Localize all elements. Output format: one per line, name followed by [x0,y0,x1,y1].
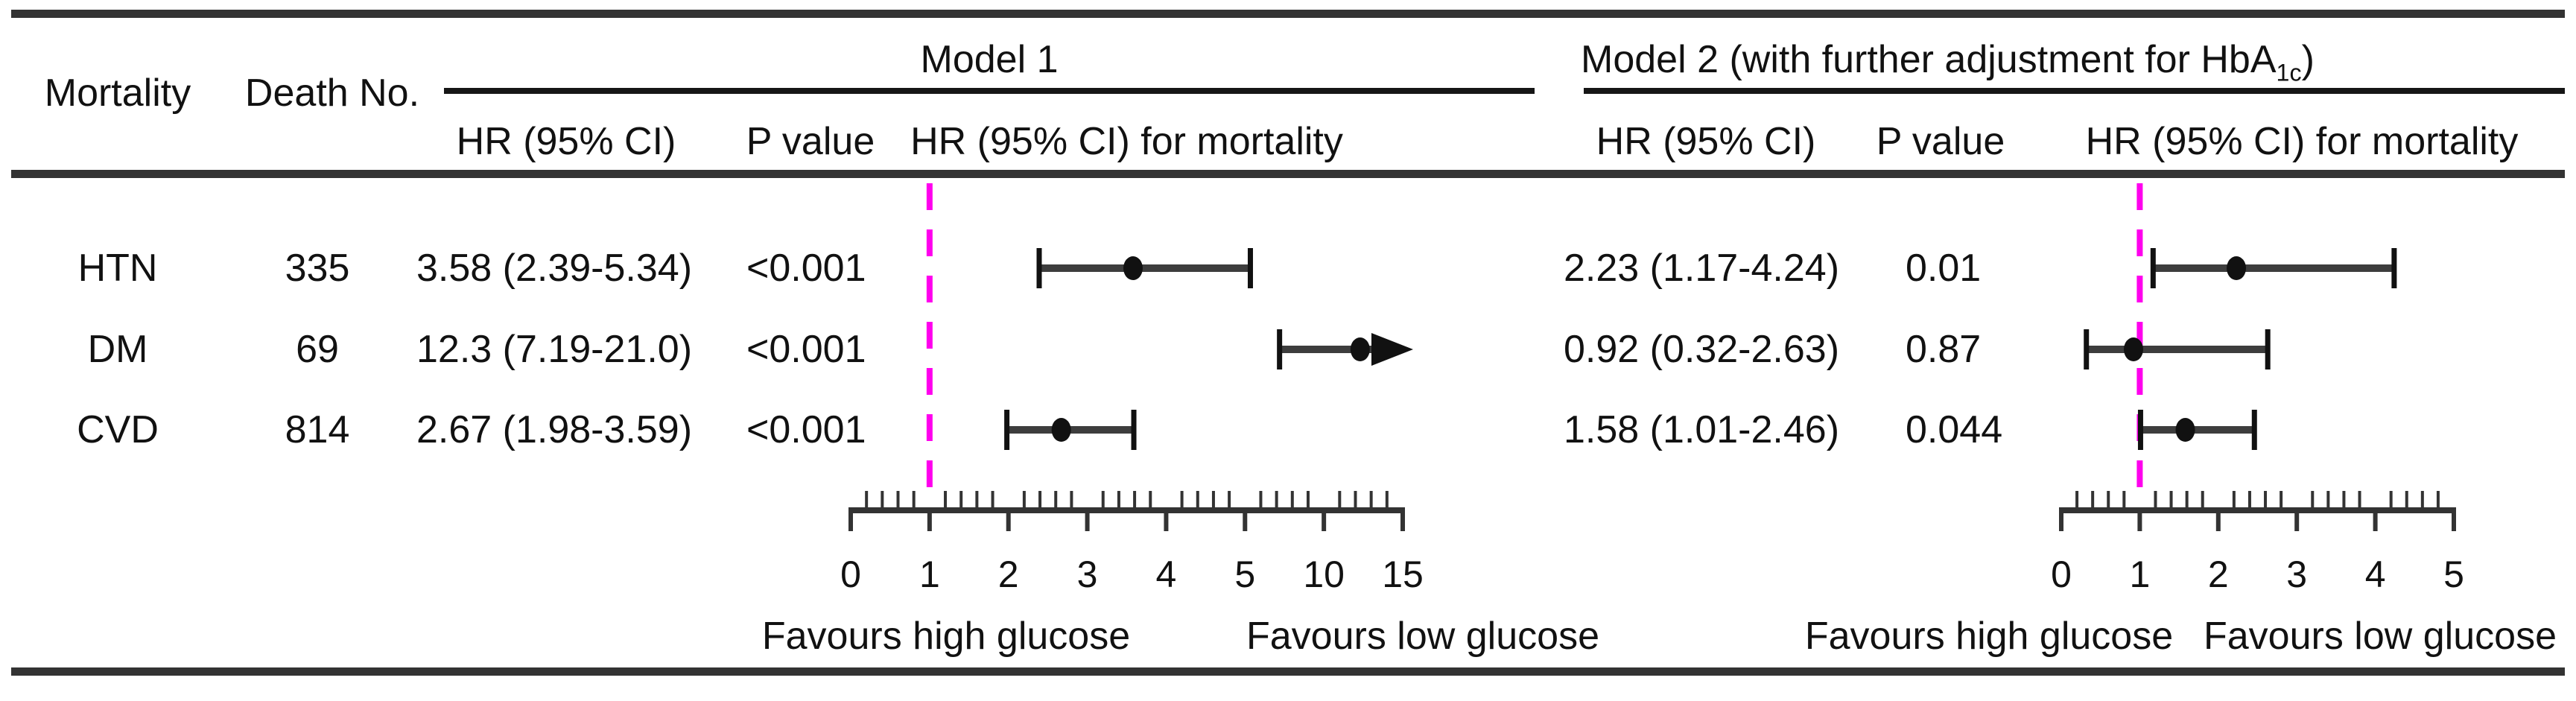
m1-p-value: <0.001 [746,247,866,290]
axis-tick-label: 3 [2286,553,2307,595]
favours-high-glucose-label: Favours high glucose [1805,615,2173,658]
model1-group-rule [444,88,1535,94]
m1-p-value: <0.001 [746,328,866,371]
forest-group-model1: 0 1 2 3 4 5 10 15 Favours high glucose Favours lo… [762,183,1599,658]
model2-title-subscript: 1c [2276,59,2302,86]
axis-tick-label: 2 [998,553,1019,595]
axis-tick-label: 1 [2129,553,2150,595]
model2-forest-header: HR (95% CI) for mortality [2085,120,2519,163]
death-count: 335 [285,247,350,290]
favours-low-glucose-label: Favours low glucose [2204,615,2557,658]
ci-arrow-right [1371,333,1413,366]
m2-hr-ci-value: 1.58 (1.01-2.46) [1564,408,1840,451]
bottom-rule [11,667,2565,676]
column-header-death-no: Death No. [244,72,420,115]
ci-row-cvd [1004,410,1137,450]
model1-forest-header: HR (95% CI) for mortality [910,120,1343,163]
ci-row-cvd [2137,410,2257,450]
axis-tick-label: 10 [1303,553,1345,595]
model2-title-suffix: ) [2301,38,2315,81]
m1-hr-ci-value: 3.58 (2.39-5.34) [416,247,693,290]
m1-p-value: <0.001 [746,408,866,451]
axis-tick-label: 15 [1382,553,1424,595]
axis-tick-label: 5 [1234,553,1255,595]
death-count: 814 [285,408,350,451]
favours-low-glucose-label: Favours low glucose [1246,615,1599,658]
axis-tick-label: 0 [840,553,861,595]
top-rule [11,10,2565,18]
m2-hr-ci-value: 0.92 (0.32-2.63) [1564,328,1840,371]
axis-tick-label: 2 [2208,553,2229,595]
hr-point-marker [2175,418,2195,442]
hr-point-marker [1350,337,1370,361]
death-count: 69 [296,328,339,371]
ci-row-dm [1277,329,1413,369]
model1-title: Model 1 [920,38,1059,81]
hr-point-marker [1123,256,1143,280]
row-label-dm: DM [87,328,148,371]
axis-tick-label: 1 [919,553,940,595]
m2-p-value: 0.87 [1906,328,1982,371]
model2-hr-ci-header: HR (95% CI) [1596,120,1816,163]
m2-p-value: 0.044 [1906,408,2003,451]
m1-hr-ci-value: 12.3 (7.19-21.0) [416,328,693,371]
model2-p-value-header: P value [1876,120,2005,163]
hr-point-marker [2123,337,2143,361]
model1-p-value-header: P value [746,120,875,163]
axis-tick-label: 5 [2443,553,2464,595]
model2-title-text: Model 2 (with further adjustment for HbA [1581,38,2277,81]
m1-hr-ci-value: 2.67 (1.98-3.59) [416,408,693,451]
row-label-htn: HTN [77,247,158,290]
forest-group-model2: 0 1 2 3 4 5 Favours high glucose Favours low gl… [1805,183,2557,658]
m2-p-value: 0.01 [1906,247,1982,290]
model2-title: Model 2 (with further adjustment for HbA… [1581,38,2315,85]
favours-high-glucose-label: Favours high glucose [762,615,1130,658]
axis-tick-label: 4 [2365,553,2386,595]
axis-tick-label: 3 [1077,553,1098,595]
model1-hr-ci-header: HR (95% CI) [456,120,676,163]
hr-point-marker [1051,418,1071,442]
ci-row-htn [1036,248,1253,288]
hr-point-marker [2227,256,2247,280]
axis-tick-label: 0 [2051,553,2072,595]
header-bottom-rule [11,170,2565,178]
column-header-mortality: Mortality [44,72,191,115]
m2-hr-ci-value: 2.23 (1.17-4.24) [1564,247,1840,290]
ci-row-dm [2084,329,2271,369]
row-label-cvd: CVD [77,408,159,451]
axis-tick-label: 4 [1156,553,1177,595]
model2-group-rule [1584,88,2565,94]
ci-row-htn [2150,248,2397,288]
